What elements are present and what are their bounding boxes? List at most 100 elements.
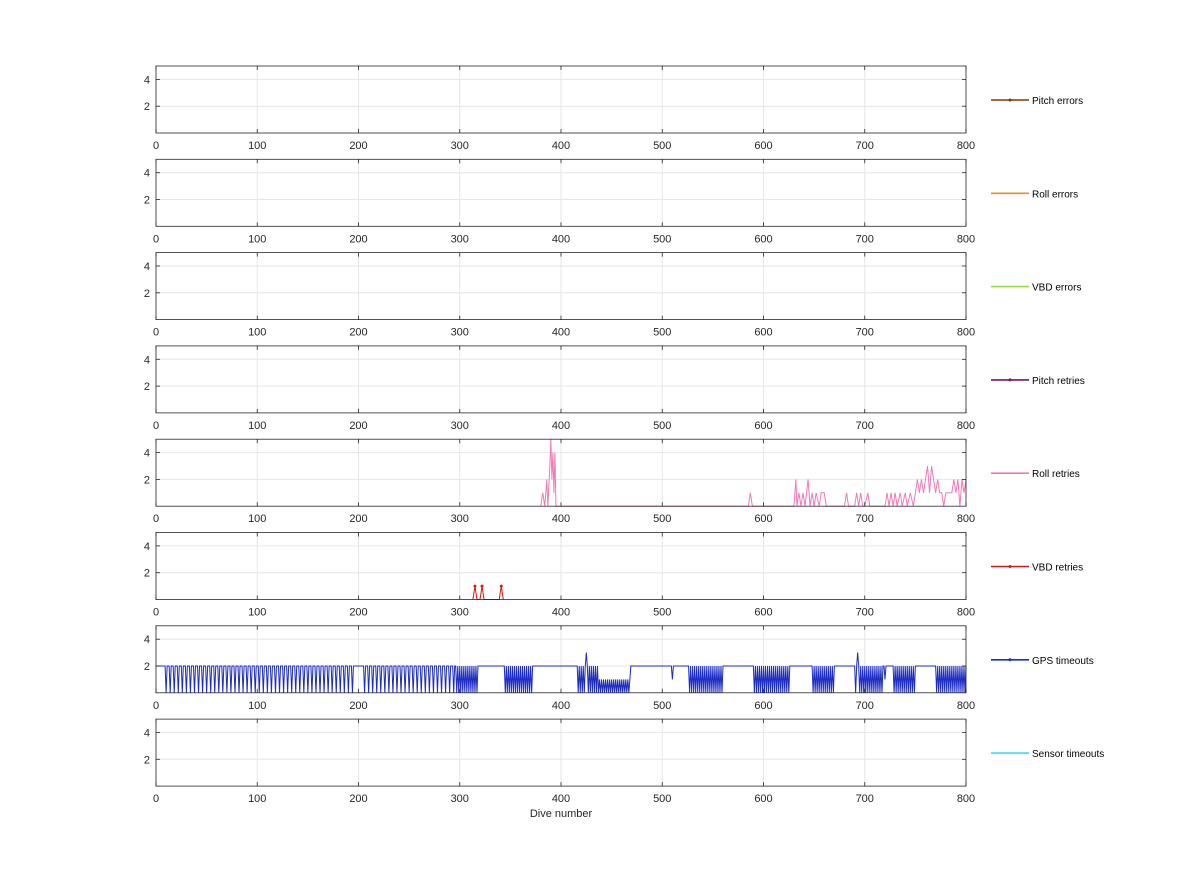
x-tick-label: 200 xyxy=(349,420,367,432)
x-axis-label: Dive number xyxy=(530,808,593,820)
x-tick-label: 600 xyxy=(754,420,772,432)
x-tick-label: 600 xyxy=(754,513,772,525)
y-tick-label: 4 xyxy=(144,634,150,646)
legend-label: VBD errors xyxy=(1032,283,1081,294)
y-tick-label: 4 xyxy=(144,354,150,366)
x-tick-label: 0 xyxy=(153,607,159,619)
y-tick-label: 2 xyxy=(144,381,150,393)
series-line-roll-retries xyxy=(540,439,967,507)
data-point xyxy=(499,584,503,588)
y-tick-label: 2 xyxy=(144,754,150,766)
x-tick-label: 0 xyxy=(153,793,159,805)
x-tick-label: 200 xyxy=(349,793,367,805)
x-tick-label: 0 xyxy=(153,140,159,152)
data-point xyxy=(480,584,484,588)
y-tick-label: 4 xyxy=(144,261,150,273)
x-tick-label: 300 xyxy=(451,233,469,245)
x-tick-label: 200 xyxy=(349,513,367,525)
x-tick-label: 700 xyxy=(856,513,874,525)
y-tick-label: 4 xyxy=(144,541,150,553)
legend-marker xyxy=(1008,98,1012,102)
x-tick-label: 800 xyxy=(957,793,975,805)
x-tick-label: 400 xyxy=(552,140,570,152)
x-tick-label: 700 xyxy=(856,793,874,805)
x-tick-label: 300 xyxy=(451,700,469,712)
y-tick-label: 2 xyxy=(144,101,150,113)
legend-label: GPS timeouts xyxy=(1032,656,1094,667)
x-tick-label: 700 xyxy=(856,233,874,245)
x-tick-label: 700 xyxy=(856,327,874,339)
x-tick-label: 400 xyxy=(552,513,570,525)
y-tick-label: 4 xyxy=(144,74,150,86)
legend-label: VBD retries xyxy=(1032,563,1083,574)
y-tick-label: 2 xyxy=(144,195,150,207)
x-tick-label: 0 xyxy=(153,420,159,432)
series-line-gps-timeouts xyxy=(156,652,967,693)
y-tick-label: 2 xyxy=(144,568,150,580)
legend-label: Sensor timeouts xyxy=(1032,749,1104,760)
x-tick-label: 0 xyxy=(153,513,159,525)
y-tick-label: 4 xyxy=(144,168,150,180)
x-tick-label: 500 xyxy=(653,607,671,619)
x-tick-label: 400 xyxy=(552,700,570,712)
x-tick-label: 800 xyxy=(957,327,975,339)
x-tick-label: 600 xyxy=(754,233,772,245)
legend-label: Roll errors xyxy=(1032,189,1078,200)
x-tick-label: 0 xyxy=(153,327,159,339)
y-tick-label: 4 xyxy=(144,448,150,460)
x-tick-label: 200 xyxy=(349,140,367,152)
x-tick-label: 800 xyxy=(957,140,975,152)
x-tick-label: 500 xyxy=(653,233,671,245)
x-tick-label: 400 xyxy=(552,327,570,339)
x-tick-label: 200 xyxy=(349,700,367,712)
x-tick-label: 100 xyxy=(248,420,266,432)
x-tick-label: 800 xyxy=(957,700,975,712)
y-tick-label: 2 xyxy=(144,474,150,486)
y-tick-label: 4 xyxy=(144,728,150,740)
x-tick-label: 400 xyxy=(552,607,570,619)
x-tick-label: 100 xyxy=(248,513,266,525)
x-tick-label: 800 xyxy=(957,420,975,432)
x-tick-label: 300 xyxy=(451,607,469,619)
x-tick-label: 600 xyxy=(754,327,772,339)
x-tick-label: 300 xyxy=(451,420,469,432)
legend-label: Pitch retries xyxy=(1032,376,1085,387)
x-tick-label: 700 xyxy=(856,700,874,712)
x-tick-label: 0 xyxy=(153,233,159,245)
x-tick-label: 300 xyxy=(451,327,469,339)
x-tick-label: 800 xyxy=(957,513,975,525)
x-tick-label: 700 xyxy=(856,420,874,432)
x-tick-label: 300 xyxy=(451,793,469,805)
legend-marker xyxy=(1008,378,1012,382)
x-tick-label: 200 xyxy=(349,327,367,339)
x-tick-label: 300 xyxy=(451,140,469,152)
legend-label: Roll retries xyxy=(1032,469,1080,480)
x-tick-label: 100 xyxy=(248,233,266,245)
x-tick-label: 500 xyxy=(653,700,671,712)
x-tick-label: 0 xyxy=(153,700,159,712)
x-tick-label: 500 xyxy=(653,420,671,432)
x-tick-label: 300 xyxy=(451,513,469,525)
x-tick-label: 400 xyxy=(552,233,570,245)
x-tick-label: 100 xyxy=(248,140,266,152)
x-tick-label: 100 xyxy=(248,700,266,712)
x-tick-label: 200 xyxy=(349,233,367,245)
series-line-vbd-retries xyxy=(472,586,504,600)
y-tick-label: 2 xyxy=(144,661,150,673)
legend-marker xyxy=(1008,658,1012,662)
x-tick-label: 600 xyxy=(754,793,772,805)
x-tick-label: 800 xyxy=(957,233,975,245)
x-tick-label: 100 xyxy=(248,327,266,339)
x-tick-label: 700 xyxy=(856,140,874,152)
y-tick-label: 2 xyxy=(144,288,150,300)
x-tick-label: 500 xyxy=(653,513,671,525)
x-tick-label: 400 xyxy=(552,420,570,432)
x-tick-label: 600 xyxy=(754,607,772,619)
x-tick-label: 500 xyxy=(653,327,671,339)
x-tick-label: 600 xyxy=(754,140,772,152)
x-tick-label: 200 xyxy=(349,607,367,619)
legend-label: Pitch errors xyxy=(1032,96,1083,107)
data-point xyxy=(473,584,477,588)
legend-marker xyxy=(1008,565,1012,568)
